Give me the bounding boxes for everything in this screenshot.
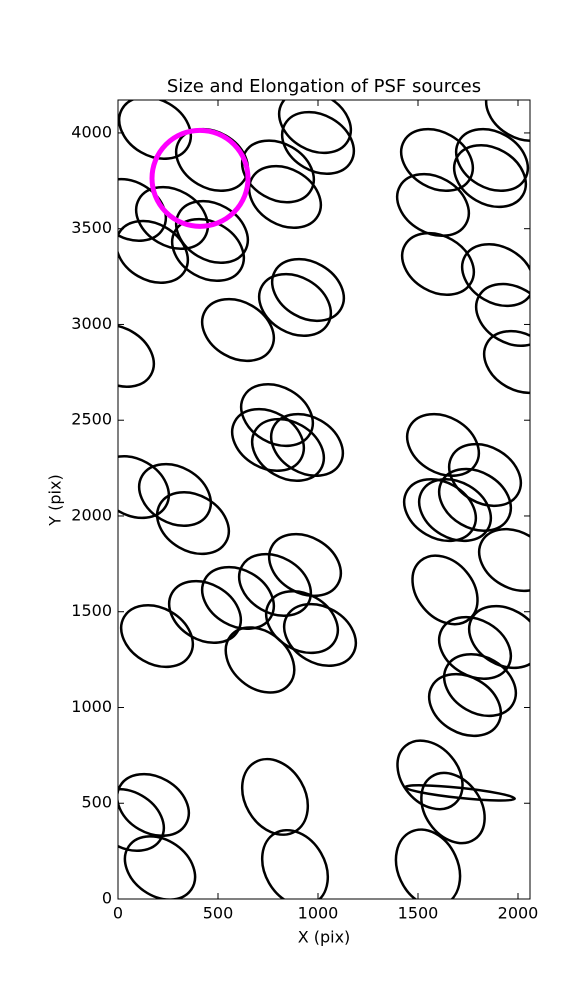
psf-ellipse [118,177,168,242]
psf-ellipse [447,442,523,508]
psf-ellipse [420,771,486,845]
psf-ellipse [442,653,518,718]
psf-ellipse [155,491,231,556]
psf-ellipse [484,100,530,143]
y-tick-label: 1000 [71,697,112,716]
psf-ellipse [224,626,296,694]
x-tick-label: 1000 [298,904,339,923]
psf-ellipse [247,164,323,229]
psf-ellipse [230,407,306,472]
psf-ellipse [118,772,191,838]
x-tick-label: 1500 [398,904,439,923]
y-axis-label: Y (pix) [46,474,65,526]
psf-ellipse [123,835,197,899]
psf-ellipse [417,477,493,543]
psf-ellipse [149,127,251,229]
y-tick-label: 4000 [71,122,112,141]
psf-ellipse [240,139,316,204]
psf-ellipse [264,590,340,655]
x-tick-label: 0 [113,904,123,923]
y-tick-label: 3500 [71,218,112,237]
psf-ellipse [395,172,471,238]
psf-ellipse [118,454,171,520]
psf-ellipse [402,477,478,543]
psf-ellipse [174,199,250,265]
psf-ellipse [118,219,190,284]
psf-ellipse [467,604,530,670]
y-tick-label: 2000 [71,505,112,524]
psf-ellipse [280,110,356,175]
psf-ellipse [260,828,330,899]
psf-ellipse [200,297,276,363]
psf-ellipse [477,527,530,593]
psf-ellipse [400,231,476,296]
plot-area [118,100,530,899]
psf-ellipse [239,382,315,448]
psf-ellipse [282,602,358,667]
psf-ellipse [250,417,326,482]
psf-ellipse [411,554,479,626]
x-tick-label: 500 [203,904,234,923]
psf-ellipse [270,257,346,323]
psf-ellipse [267,532,343,598]
psf-ellipse [134,185,210,251]
psf-ellipse [118,100,193,161]
psf-ellipse [404,784,516,802]
psf-ellipse [257,272,333,337]
x-axis-label: X (pix) [298,928,351,947]
y-tick-label: 1500 [71,601,112,620]
psf-ellipse [394,828,462,899]
psf-ellipse [170,217,246,283]
psf-ellipse [137,462,213,527]
x-tick-label: 2000 [498,904,539,923]
y-tick-label: 500 [81,793,112,812]
psf-ellipse [277,100,353,155]
psf-ellipse [405,412,481,477]
y-tick-label: 2500 [71,410,112,429]
psf-ellipse [269,412,345,477]
psf-ellipse [427,672,503,738]
psf-ellipse [119,603,195,669]
psf-ellipse [474,282,530,347]
chart-title: Size and Elongation of PSF sources [167,76,481,97]
plot-frame [117,99,531,900]
psf-ellipse [460,242,530,308]
psf-ellipse [482,329,530,395]
y-tick-label: 0 [102,889,112,908]
psf-ellipse [396,739,464,811]
y-tick-label: 3000 [71,314,112,333]
psf-ellipse [452,143,528,209]
psf-ellipse [118,323,156,388]
psf-ellipse [200,565,276,630]
